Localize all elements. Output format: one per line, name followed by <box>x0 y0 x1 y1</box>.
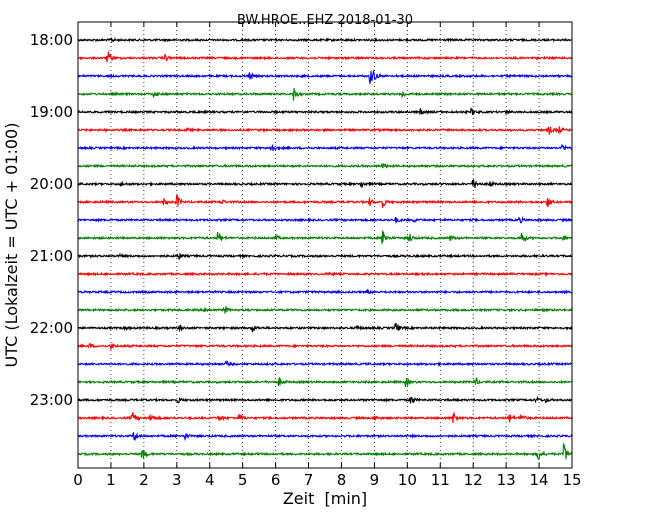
trace-2230 <box>77 360 573 367</box>
plot-frame <box>77 21 573 469</box>
trace-1845 <box>77 87 573 101</box>
trace-1815 <box>77 51 573 63</box>
x-tick-label-9: 9 <box>370 471 380 489</box>
chart-title: BW.HROE..EHZ 2018-01-30 <box>237 13 413 28</box>
y-tick-label-23:00: 23:00 <box>30 391 73 409</box>
y-tick-label-18:00: 18:00 <box>30 31 73 49</box>
x-axis-label: Zeit [min] <box>283 489 367 508</box>
trace-1945 <box>77 163 573 169</box>
x-tick-label-10: 10 <box>398 471 417 489</box>
trace-2045 <box>77 230 573 245</box>
x-tick-label-15: 15 <box>562 471 581 489</box>
x-tick-label-14: 14 <box>530 471 549 489</box>
x-tick-label-2: 2 <box>139 471 149 489</box>
x-axis-ticks: 0 1 2 3 4 5 6 7 8 9 10 11 12 13 14 15 <box>73 22 582 489</box>
trace-1930 <box>77 143 573 152</box>
y-axis-ticks: 18:00 19:00 20:00 21:00 22:00 23:00 <box>30 31 572 409</box>
trace-2000 <box>77 179 573 189</box>
x-tick-label-12: 12 <box>464 471 483 489</box>
y-tick-label-21:00: 21:00 <box>30 247 73 265</box>
trace-2100 <box>77 251 573 260</box>
trace-2130 <box>77 288 573 295</box>
y-axis-label: UTC (Lokalzeit = UTC + 01:00) <box>2 123 21 368</box>
x-tick-label-6: 6 <box>271 471 281 489</box>
y-tick-label-22:00: 22:00 <box>30 319 73 337</box>
trace-1830 <box>77 69 573 84</box>
x-tick-label-3: 3 <box>172 471 182 489</box>
x-tick-label-4: 4 <box>205 471 215 489</box>
trace-2345 <box>78 442 573 461</box>
trace-2015 <box>77 193 573 209</box>
x-tick-label-7: 7 <box>304 471 314 489</box>
trace-2115 <box>77 271 573 277</box>
x-tick-label-5: 5 <box>238 471 248 489</box>
y-tick-label-19:00: 19:00 <box>30 103 73 121</box>
trace-2030 <box>77 215 573 224</box>
trace-2330 <box>77 432 573 442</box>
trace-2200 <box>77 322 573 333</box>
x-tick-label-13: 13 <box>497 471 516 489</box>
trace-1900 <box>77 107 573 116</box>
trace-2215 <box>77 342 573 351</box>
trace-2245 <box>77 377 573 388</box>
trace-2300 <box>77 395 573 404</box>
x-tick-label-11: 11 <box>431 471 450 489</box>
traces <box>77 36 573 461</box>
x-tick-label-8: 8 <box>337 471 347 489</box>
trace-1800 <box>77 36 573 44</box>
x-tick-label-1: 1 <box>106 471 116 489</box>
trace-2315 <box>77 411 573 424</box>
trace-1915 <box>77 126 573 135</box>
y-tick-label-20:00: 20:00 <box>30 175 73 193</box>
trace-2145 <box>78 306 573 314</box>
x-tick-label-0: 0 <box>73 471 83 489</box>
